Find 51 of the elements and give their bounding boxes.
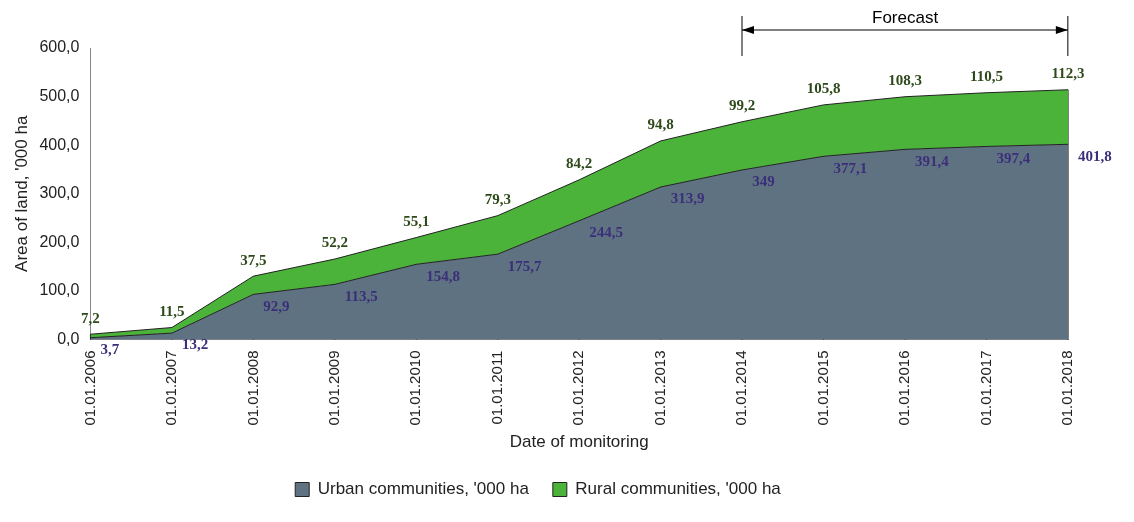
y-tick-label: 600,0 (39, 38, 80, 56)
data-label: 52,2 (321, 234, 348, 251)
y-tick-label: 500,0 (39, 86, 80, 104)
data-label: 7,2 (81, 309, 100, 326)
x-tick-label: 01.01.2013 (650, 350, 668, 426)
data-label: 401,8 (1078, 147, 1112, 164)
x-tick-label: 01.01.2015 (813, 350, 831, 426)
data-label: 154,8 (426, 267, 461, 284)
x-tick-label: 01.01.2008 (243, 350, 261, 426)
data-label: 110,5 (970, 68, 1004, 85)
data-label: 175,7 (507, 257, 543, 274)
data-label: 349 (752, 173, 775, 190)
x-tick-label: 01.01.2011 (487, 350, 505, 425)
data-label: 112,3 (1051, 65, 1085, 82)
data-label: 13,2 (181, 336, 209, 353)
y-tick-label: 300,0 (39, 184, 80, 202)
y-tick-label: 200,0 (39, 232, 80, 250)
x-tick-label: 01.01.2010 (406, 350, 424, 426)
data-label: 3,7 (100, 341, 120, 358)
x-tick-label: 01.01.2016 (895, 350, 913, 426)
legend-label: Rural communities, '000 ha (575, 479, 782, 499)
data-label: 105,8 (806, 80, 841, 97)
data-label: 244,5 (589, 224, 623, 241)
x-tick-label: 01.01.2007 (162, 350, 180, 426)
x-axis-title: Date of monitoring (509, 432, 649, 452)
data-label: 92,9 (263, 297, 290, 314)
x-tick-label: 01.01.2012 (569, 350, 587, 426)
data-label: 94,8 (647, 116, 674, 133)
legend-label: Urban communities, '000 ha (317, 479, 530, 499)
data-label: 55,1 (403, 212, 430, 229)
data-label: 313,9 (670, 190, 705, 207)
x-tick-label: 01.01.2009 (324, 350, 342, 426)
data-label: 84,2 (566, 155, 593, 172)
data-label: 397,4 (996, 149, 1031, 166)
x-tick-label: 01.01.2006 (80, 350, 98, 426)
x-tick-label: 01.01.2017 (976, 350, 994, 426)
x-tick-label: 01.01.2018 (1058, 350, 1076, 426)
data-label: 391,4 (915, 152, 950, 169)
y-tick-label: 0,0 (57, 329, 80, 347)
data-label: 11,5 (159, 302, 185, 319)
data-label: 99,2 (729, 97, 756, 114)
data-label: 113,5 (344, 287, 378, 304)
data-label: 108,3 (888, 72, 922, 89)
x-tick-label: 01.01.2014 (732, 350, 750, 426)
y-tick-label: 100,0 (39, 281, 80, 299)
data-label: 37,5 (240, 251, 267, 268)
y-axis-title: Area of land, '000 ha (11, 115, 31, 272)
y-tick-label: 400,0 (39, 135, 80, 153)
data-label: 79,3 (484, 191, 511, 207)
text: Forecast (872, 8, 939, 28)
data-label: 377,1 (833, 159, 868, 176)
